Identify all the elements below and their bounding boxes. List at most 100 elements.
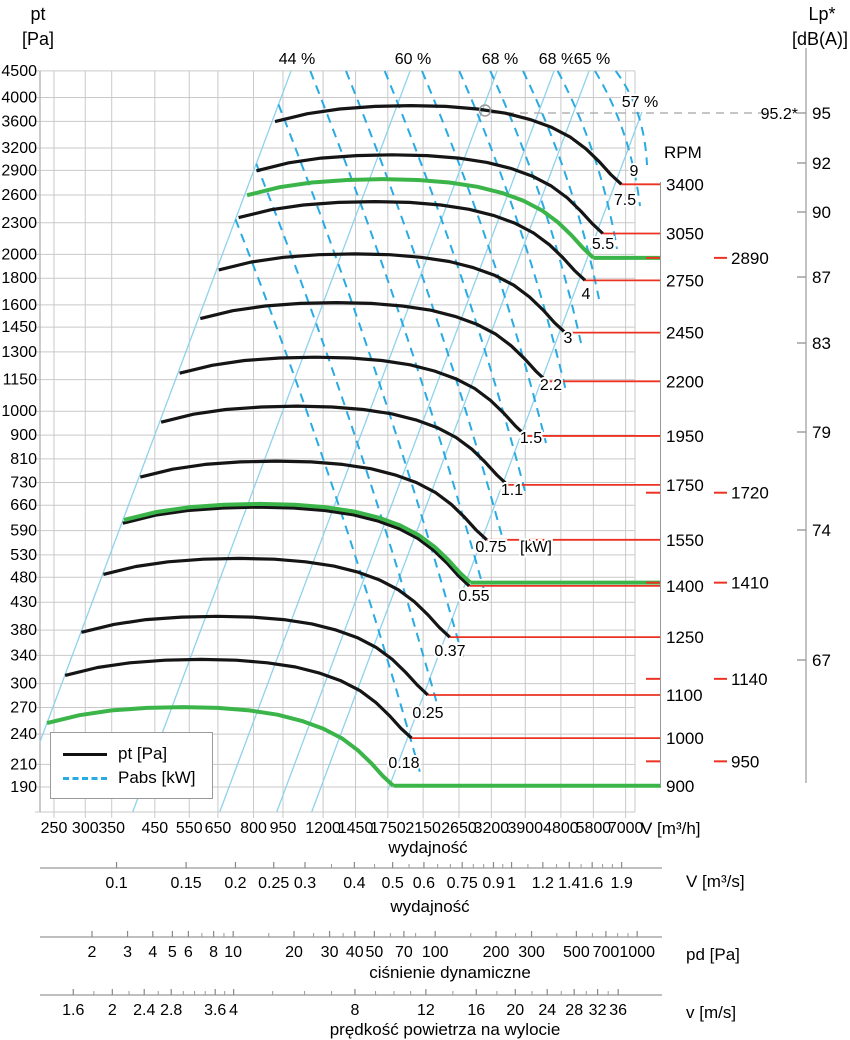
svg-text:350: 350 [98,820,125,837]
pd-unit: pd [Pa] [686,945,740,964]
svg-text:20: 20 [506,1002,524,1019]
svg-text:[kW]: [kW] [520,539,552,556]
rpm-axis-labels: 3400 3050 2750 2450 2200 1950 1750 1550 1400 1250… [666,175,704,795]
svg-text:0.25: 0.25 [412,705,443,722]
svg-text:450: 450 [141,820,168,837]
svg-text:1950: 1950 [666,427,704,446]
svg-text:1.9: 1.9 [611,875,633,892]
svg-text:950: 950 [270,820,297,837]
motor-speed-labels: 2890 1720 1410 1140 950 [646,249,769,771]
svg-text:2890: 2890 [731,249,769,268]
dashed-line-sample [63,776,107,780]
svg-text:3200: 3200 [474,820,510,837]
svg-text:3600: 3600 [1,113,37,130]
svg-text:1600: 1600 [1,297,37,314]
svg-text:1.6: 1.6 [581,875,603,892]
ruler-v_ms: 1.6 2 2.4 2.8 3.6 4 8 12 16 20 24 28 32 36 [40,989,662,1019]
pressure-tick-labels: 4500 4000 3600 3200 2900 2600 2300 2000 1800 1600… [1,63,37,796]
svg-text:60 %: 60 % [395,51,431,68]
svg-text:1750: 1750 [666,476,704,495]
efficiency-labels: 44 % 60 % 68 % 68 %65 %57 % [277,49,660,113]
svg-text:300: 300 [72,820,99,837]
svg-text:1410: 1410 [731,574,769,593]
pd-title: ciśnienie dynamiczne [369,963,531,982]
svg-text:2450: 2450 [666,324,704,343]
svg-text:79: 79 [812,423,831,442]
svg-text:1200: 1200 [305,820,341,837]
svg-text:0.75: 0.75 [447,875,478,892]
svg-text:57 %: 57 % [622,94,658,111]
rpm-curves [46,104,661,788]
svg-text:92: 92 [812,154,831,173]
svg-text:0.1: 0.1 [105,875,127,892]
svg-text:2: 2 [108,1002,117,1019]
svg-text:270: 270 [10,699,37,716]
svg-text:190: 190 [10,779,37,796]
legend-item-pabs: Pabs [kW] [63,766,212,790]
svg-text:3.6: 3.6 [204,1002,226,1019]
svg-text:1.6: 1.6 [62,1002,84,1019]
svg-text:730: 730 [10,474,37,491]
svg-text:5800: 5800 [576,820,612,837]
solid-line-sample [63,752,107,756]
svg-text:10: 10 [224,944,242,961]
svg-text:380: 380 [10,622,37,639]
svg-text:590: 590 [10,523,37,540]
svg-text:810: 810 [10,451,37,468]
svg-text:2: 2 [88,944,97,961]
flow-m3s-title: wydajność [390,897,470,916]
ruler-flow_m3s: 0.1 0.15 0.2 0.25 0.3 0.4 0.5 0.6 0.75 0.9 1 1.2 1.4… [40,862,662,892]
flow-m3s-unit: V [m³/s] [686,872,745,891]
ruler-pd_pa: 2 3 4 5 6 8 10 20 30 40 50 70 100 200 300 500 700 1000 [40,931,662,961]
svg-text:3400: 3400 [666,175,704,194]
svg-text:800: 800 [240,820,267,837]
svg-text:2900: 2900 [1,162,37,179]
legend: pt [Pa] Pabs [kW] [50,732,213,799]
svg-text:1450: 1450 [1,319,37,336]
svg-text:1000: 1000 [666,729,704,748]
svg-text:650: 650 [205,820,232,837]
svg-text:40: 40 [346,944,364,961]
svg-text:2150: 2150 [405,820,441,837]
svg-text:1750: 1750 [370,820,406,837]
svg-text:0.25: 0.25 [258,875,289,892]
svg-text:83: 83 [812,334,831,353]
svg-text:3: 3 [564,330,573,347]
svg-text:1450: 1450 [338,820,374,837]
svg-text:4000: 4000 [1,90,37,107]
svg-text:4: 4 [229,1002,238,1019]
svg-text:900: 900 [10,427,37,444]
svg-text:0.18: 0.18 [388,755,419,772]
svg-text:530: 530 [10,547,37,564]
svg-text:300: 300 [10,676,37,693]
power-labels: 9 7.5 5.5 4 3 2.2 1.5 1.1 0.75 [kW] 0.55 0.37 0.25 0.… [386,161,640,774]
svg-text:7000: 7000 [608,820,644,837]
svg-text:30: 30 [321,944,339,961]
svg-text:1.5: 1.5 [520,430,542,447]
svg-text:0.5: 0.5 [382,875,404,892]
svg-text:50: 50 [365,944,383,961]
svg-text:950: 950 [731,752,759,771]
svg-text:1000: 1000 [1,403,37,420]
svg-text:3: 3 [123,944,132,961]
svg-text:3900: 3900 [507,820,543,837]
svg-text:1140: 1140 [731,670,768,689]
svg-text:44 %: 44 % [279,51,315,68]
svg-text:24: 24 [538,1002,556,1019]
svg-text:0.55: 0.55 [458,588,489,605]
svg-text:2.2: 2.2 [540,377,562,394]
svg-text:6: 6 [184,944,193,961]
svg-text:200: 200 [483,944,510,961]
flow-axis-title: wydajność [388,838,468,857]
svg-text:0.4: 0.4 [343,875,365,892]
svg-text:2300: 2300 [1,215,37,232]
svg-text:480: 480 [10,569,37,586]
svg-text:32: 32 [589,1002,607,1019]
svg-text:87: 87 [812,268,831,287]
svg-text:2000: 2000 [1,246,37,263]
svg-text:1550: 1550 [666,531,704,550]
svg-text:28: 28 [565,1002,583,1019]
svg-text:16: 16 [467,1002,485,1019]
svg-text:500: 500 [563,944,590,961]
v-ms-unit: v [m/s] [686,1003,737,1022]
